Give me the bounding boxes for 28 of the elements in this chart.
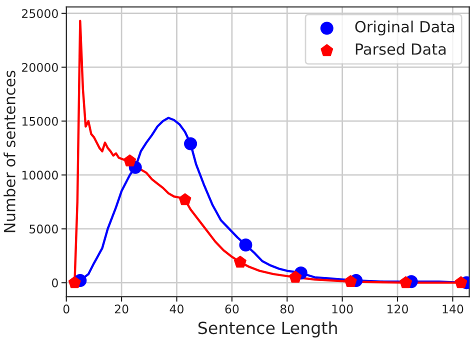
- point: [184, 137, 198, 150]
- point: [400, 276, 412, 288]
- legend-label: Original Data: [355, 20, 454, 36]
- y-tick-label: 10000: [22, 170, 58, 180]
- x-tick-label: 120: [388, 304, 408, 314]
- x-tick-label: 0: [63, 304, 70, 314]
- x-tick-label: 60: [225, 304, 239, 314]
- y-tick-label: 0: [52, 278, 58, 288]
- point: [234, 256, 246, 268]
- y-tick-label: 5000: [30, 224, 58, 234]
- point: [454, 276, 468, 288]
- x-tick-label: 40: [170, 304, 184, 314]
- point: [289, 270, 302, 283]
- point: [124, 154, 136, 166]
- point: [344, 275, 357, 288]
- x-axis-title: Sentence Length: [198, 321, 337, 338]
- x-tick-label: 140: [442, 304, 464, 314]
- point: [68, 276, 81, 288]
- point: [178, 193, 192, 206]
- x-tick-label: 100: [332, 304, 353, 314]
- y-axis-title: Number of sentences: [4, 70, 16, 232]
- legend-label: Parsed Data: [356, 43, 446, 55]
- point: [239, 238, 252, 252]
- y-tick-label: 20000: [22, 62, 58, 72]
- x-tick-label: 20: [114, 304, 128, 314]
- y-tick-label: 25000: [22, 9, 58, 18]
- y-tick-label: 15000: [22, 116, 58, 126]
- x-tick-label: 80: [280, 304, 294, 314]
